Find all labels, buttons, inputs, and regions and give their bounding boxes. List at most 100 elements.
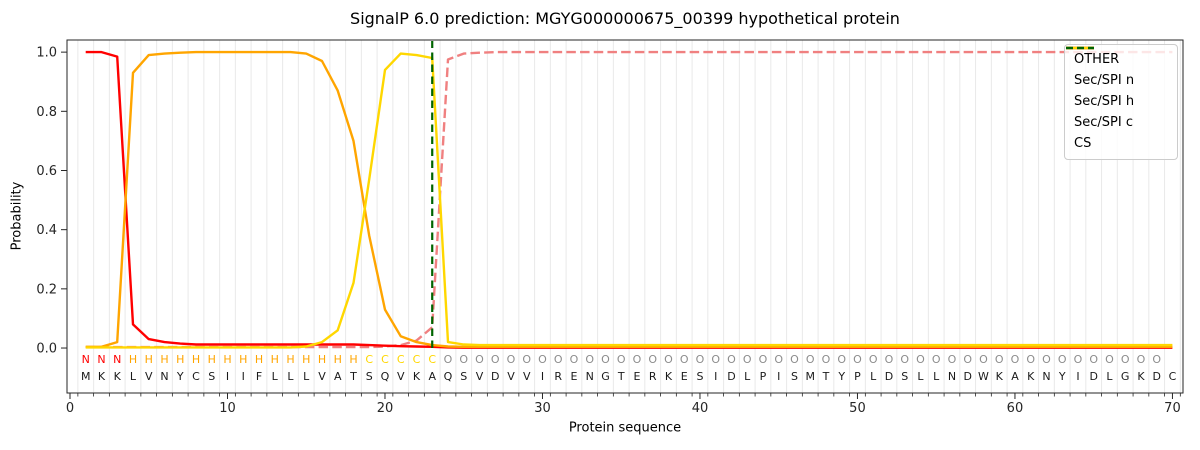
region-label-letter: H <box>129 353 137 366</box>
region-label-letter: C <box>365 353 373 366</box>
sequence-letter: E <box>681 370 688 383</box>
sequence-letter: K <box>114 370 122 383</box>
y-tick-label: 0.2 <box>36 282 57 297</box>
sequence-letter: K <box>413 370 421 383</box>
region-label-letter: O <box>932 353 941 366</box>
region-label-letter: O <box>963 353 972 366</box>
region-label-letter: O <box>979 353 988 366</box>
region-label-letter: O <box>806 353 815 366</box>
region-label-letter: O <box>1105 353 1114 366</box>
legend-item-label: OTHER <box>1074 52 1120 67</box>
series-line-sec-spi-h <box>85 50 1173 348</box>
region-label-letter: O <box>680 353 689 366</box>
series-line-sec-spi-c <box>85 52 1173 349</box>
x-tick-label: 50 <box>849 401 866 416</box>
sequence-letter: N <box>948 370 956 383</box>
region-label-letter: C <box>381 353 389 366</box>
region-label-letter: H <box>208 353 216 366</box>
region-label-letter: O <box>664 353 673 366</box>
region-label-letter: H <box>223 353 231 366</box>
region-label-letter: O <box>1042 353 1051 366</box>
x-tick-label: 10 <box>219 401 236 416</box>
sequence-letter: G <box>1121 370 1130 383</box>
region-label-letter: C <box>397 353 405 366</box>
sequence-letter: R <box>649 370 657 383</box>
legend-swatch-cs-line-icon <box>1066 46 1094 50</box>
region-label-letter: O <box>1152 353 1161 366</box>
region-label-letter: H <box>239 353 247 366</box>
x-tick-label: 70 <box>1164 401 1181 416</box>
legend-item-sec-spi-h: Sec/SPI h <box>1066 46 1168 110</box>
sequence-letter: N <box>160 370 168 383</box>
sequence-letter: L <box>287 370 294 383</box>
sequence-letter: F <box>256 370 262 383</box>
region-label-letter: N <box>113 353 121 366</box>
sequence-letter: S <box>696 370 703 383</box>
sequence-letter: S <box>208 370 215 383</box>
region-label-letter: O <box>1026 353 1035 366</box>
region-label-letter: O <box>617 353 626 366</box>
sequence-letter: E <box>570 370 577 383</box>
region-label-letter: O <box>491 353 500 366</box>
gridlines <box>77 40 1181 393</box>
sequence-letter: T <box>617 370 625 383</box>
sequence-letter: L <box>933 370 940 383</box>
sequence-letter: I <box>1076 370 1079 383</box>
sequence-letter: P <box>760 370 767 383</box>
chart-title: SignalP 6.0 prediction: MGYG000000675_00… <box>350 9 900 28</box>
region-label-letter: H <box>286 353 294 366</box>
region-label-letter: O <box>869 353 878 366</box>
region-label-letter: H <box>334 353 342 366</box>
y-tick-label: 0.6 <box>36 164 57 179</box>
series-lines <box>85 50 1173 349</box>
y-tick-label: 0.0 <box>36 342 57 357</box>
region-label-letter: C <box>413 353 421 366</box>
region-label-letter: O <box>585 353 594 366</box>
sequence-letter: V <box>318 370 326 383</box>
region-label-letter: H <box>302 353 310 366</box>
sequence-letter: G <box>601 370 610 383</box>
region-label-letter: O <box>900 353 909 366</box>
sequence-letter: L <box>744 370 751 383</box>
region-label-letter: O <box>727 353 736 366</box>
region-label-letter: O <box>570 353 579 366</box>
sequence-letter: I <box>242 370 245 383</box>
sequence-letter: K <box>1137 370 1145 383</box>
plot-border <box>66 39 1184 394</box>
legend-item-label: Sec/SPI c <box>1074 115 1133 130</box>
region-label-letter: O <box>948 353 957 366</box>
sequence-letter: N <box>586 370 594 383</box>
sequence-letter: S <box>460 370 467 383</box>
y-tick-label: 1.0 <box>36 46 57 61</box>
region-label-letter: O <box>1121 353 1130 366</box>
sequence-letter: S <box>901 370 908 383</box>
region-label-letter: O <box>444 353 453 366</box>
sequence-letter: D <box>1152 370 1160 383</box>
sequence-letter: W <box>978 370 989 383</box>
sequence-letter: S <box>366 370 373 383</box>
sequence-letter: I <box>226 370 229 383</box>
sequence-letter: Y <box>176 370 184 383</box>
sequence-letter: C <box>192 370 200 383</box>
legend-item-label: CS <box>1074 136 1092 151</box>
region-label-letter: N <box>82 353 90 366</box>
legend-item-other: OTHER <box>1066 46 1168 68</box>
sequence-letter: T <box>822 370 830 383</box>
region-label-letter: O <box>711 353 720 366</box>
sequence-letter: V <box>523 370 531 383</box>
region-label-letter: O <box>1058 353 1067 366</box>
sequence-letter: K <box>665 370 673 383</box>
sequence-letter: K <box>98 370 106 383</box>
legend-item-sec-spi-n: Sec/SPI n <box>1066 46 1168 89</box>
region-label-letter: H <box>318 353 326 366</box>
region-label-letter: H <box>271 353 279 366</box>
region-label-letter: O <box>648 353 657 366</box>
sequence-letter: D <box>727 370 735 383</box>
sequence-letter: T <box>349 370 357 383</box>
sequence-letter: D <box>963 370 971 383</box>
region-label-letter: O <box>475 353 484 366</box>
x-axis-ticks: 0 10 20 30 40 50 60 70 <box>66 393 1181 416</box>
